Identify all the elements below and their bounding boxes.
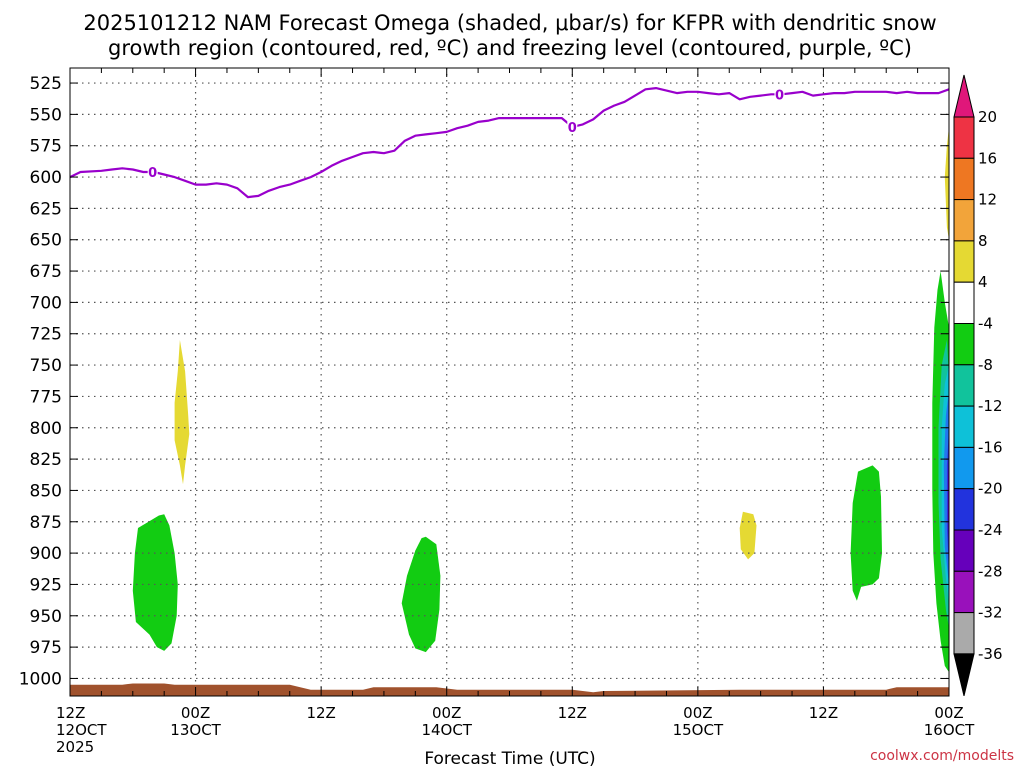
x-tick-label-84-2: 16OCT	[924, 721, 975, 739]
omega-shading-layer	[132, 126, 949, 673]
colorbar-segment-4	[953, 240, 975, 283]
freezing-level-contour	[69, 86, 950, 199]
grid-lines	[70, 68, 949, 696]
colorbar-label-3: 12	[978, 191, 997, 209]
colorbar-segment-7	[953, 364, 975, 407]
colorbar-segment-10	[953, 488, 975, 531]
colorbar-label-10: -20	[978, 480, 1003, 498]
freezing-level-label: 0	[568, 121, 577, 136]
colorbar-label-5: 4	[978, 273, 988, 291]
colorbar-label-7: -8	[978, 356, 993, 374]
colorbar-segment-9	[953, 446, 975, 490]
y-tick-label-725: 725	[30, 325, 62, 345]
y-tick-label-900: 900	[30, 544, 62, 564]
x-tick-label-12-2: 13OCT	[170, 721, 221, 739]
colorbar: 20 16 12 8 4 -4 -8 -12 -16 -20 -24 -28 -32 -36	[953, 74, 1003, 697]
omega-region-green-cell-3	[850, 465, 882, 601]
colorbar-segment-2	[953, 157, 975, 201]
colorbar-label-2: 16	[978, 149, 997, 167]
y-tick-label-550: 550	[30, 105, 62, 125]
freezing-level-label-bg	[774, 86, 785, 102]
colorbar-label-11: -24	[978, 521, 1003, 539]
freezing-level-label: 0	[775, 88, 784, 103]
colorbar-label-1: 20	[978, 108, 997, 126]
colorbar-segment-5	[953, 281, 975, 325]
y-tick-label-875: 875	[30, 513, 62, 533]
x-tick-label-60-2: 15OCT	[673, 721, 724, 739]
y-axis: 525 550 575 600 625 650 675 700 725 750 775 800 825 8…	[19, 74, 949, 689]
chart-title-line-2: growth region (contoured, red, ºC) and f…	[108, 36, 912, 60]
colorbar-segment-3	[953, 199, 975, 242]
omega-region-yellow-cell-2	[739, 511, 757, 560]
y-tick-label-950: 950	[30, 607, 62, 627]
y-tick-label-925: 925	[30, 575, 62, 595]
colorbar-segment-6	[953, 323, 975, 366]
x-axis-label: Forecast Time (UTC)	[424, 749, 595, 768]
omega-region-green-cell-2	[401, 536, 441, 653]
y-tick-label-650: 650	[30, 231, 62, 251]
colorbar-label-12: -28	[978, 562, 1003, 580]
y-tick-label-775: 775	[30, 387, 62, 407]
y-tick-label-525: 525	[30, 74, 62, 94]
colorbar-label-6: -4	[978, 315, 993, 333]
y-tick-label-825: 825	[30, 450, 62, 470]
x-tick-label-24-1: 12Z	[306, 704, 335, 722]
colorbar-label-14: -36	[978, 645, 1003, 663]
omega-region-yellow-edge-top	[944, 126, 949, 240]
y-tick-label-700: 700	[30, 293, 62, 313]
x-tick-label-48-1: 12Z	[558, 704, 587, 722]
colorbar-segment-13	[953, 612, 975, 655]
y-tick-label-850: 850	[30, 481, 62, 501]
colorbar-bottom-arrow	[953, 653, 975, 697]
x-tick-label-36-1: 00Z	[432, 704, 461, 722]
x-tick-label-72-1: 12Z	[809, 704, 838, 722]
y-tick-label-800: 800	[30, 419, 62, 439]
omega-region-yellow-plume-1	[174, 340, 190, 485]
x-tick-label-0-2: 12OCT	[56, 721, 107, 739]
colorbar-segment-8	[953, 405, 975, 448]
colorbar-segment-1	[953, 116, 975, 159]
colorbar-label-9: -16	[978, 438, 1003, 456]
colorbar-segment-11	[953, 529, 975, 572]
omega-region-green-cell-1	[132, 514, 178, 651]
chart-title-line-1: 2025101212 NAM Forecast Omega (shaded, μ…	[83, 11, 936, 35]
x-tick-label-0-3: 2025	[56, 738, 94, 756]
freezing-level-label-bg	[147, 164, 158, 180]
x-tick-label-12-1: 00Z	[181, 704, 210, 722]
y-tick-label-625: 625	[30, 199, 62, 219]
x-tick-label-0-1: 12Z	[56, 704, 85, 722]
y-tick-label-600: 600	[30, 168, 62, 188]
x-tick-label-36-2: 14OCT	[421, 721, 472, 739]
freezing-level-label-bg	[567, 118, 578, 134]
y-tick-label-750: 750	[30, 356, 62, 376]
x-tick-label-60-1: 00Z	[683, 704, 712, 722]
colorbar-label-13: -32	[978, 604, 1003, 622]
colorbar-label-4: 8	[978, 232, 988, 250]
y-tick-label-675: 675	[30, 262, 62, 282]
y-tick-label-1000: 1000	[19, 669, 62, 689]
x-tick-label-84-1: 00Z	[934, 704, 963, 722]
y-tick-label-975: 975	[30, 638, 62, 658]
source-credit: coolwx.com/modelts	[870, 748, 1014, 764]
y-tick-label-575: 575	[30, 137, 62, 157]
colorbar-segment-12	[953, 570, 975, 614]
colorbar-label-8: -12	[978, 397, 1003, 415]
freezing-level-label: 0	[148, 166, 157, 181]
